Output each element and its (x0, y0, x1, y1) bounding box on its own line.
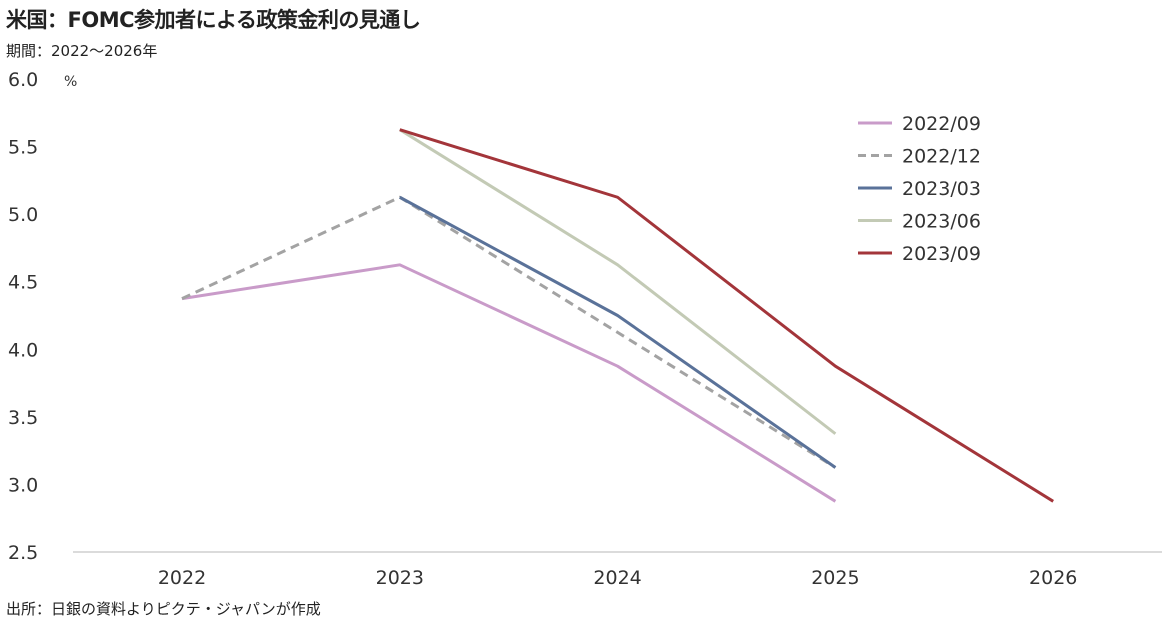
chart-subtitle: 期間：2022〜2026年 (6, 42, 158, 60)
y-tick-label: 3.5 (8, 407, 38, 429)
y-axis-unit: % (64, 74, 77, 90)
series-line-2022-09 (181, 263, 837, 503)
legend-label: 2023/06 (902, 211, 981, 233)
legend-label: 2022/12 (902, 146, 981, 168)
x-tick-label: 2025 (811, 567, 859, 589)
y-tick-label: 4.0 (8, 339, 38, 361)
series-line-2023-09 (399, 128, 1054, 503)
x-tick-label: 2023 (376, 567, 424, 589)
legend-label: 2023/09 (902, 243, 981, 265)
chart-title: 米国：FOMC参加者による政策金利の見通し (6, 8, 421, 32)
x-tick-label: 2022 (158, 567, 206, 589)
y-tick-label: 2.5 (8, 542, 38, 564)
series-line-2023-06 (399, 128, 837, 435)
y-tick-label: 5.5 (8, 137, 38, 159)
y-tick-label: 3.0 (8, 474, 38, 496)
x-tick-label: 2024 (593, 567, 641, 589)
legend-label: 2022/09 (902, 113, 981, 135)
chart-source: 出所：日銀の資料よりピクテ・ジャパンが作成 (6, 600, 321, 618)
y-tick-label: 5.0 (8, 204, 38, 226)
legend-label: 2023/03 (902, 178, 981, 200)
y-tick-label: 4.5 (8, 272, 38, 294)
x-tick-label: 2026 (1029, 567, 1077, 589)
y-tick-label: 6.0 (8, 69, 38, 91)
series-line-2022-12 (181, 195, 837, 469)
